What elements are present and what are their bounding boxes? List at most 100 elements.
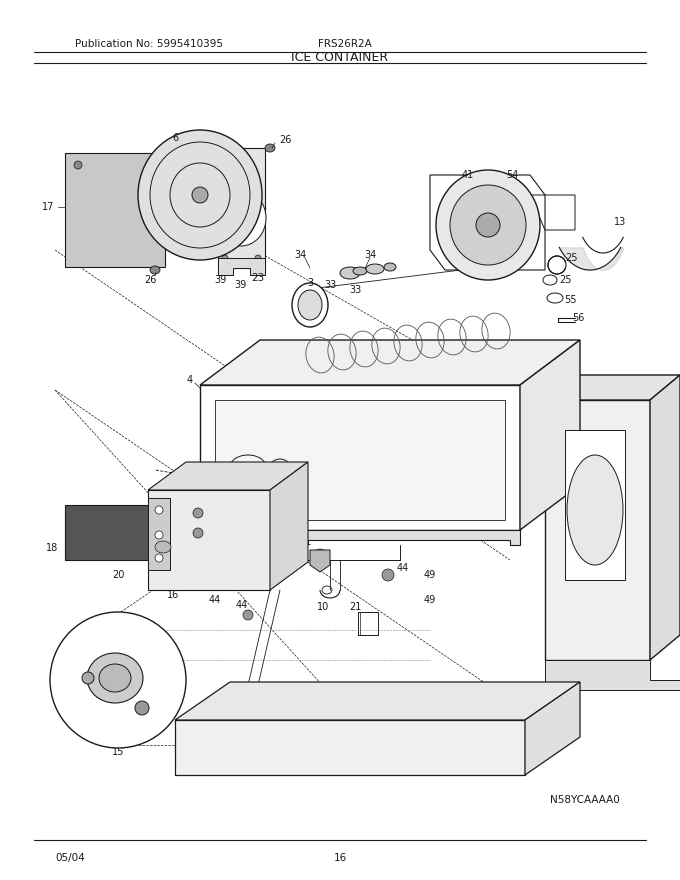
Polygon shape <box>175 682 580 720</box>
Polygon shape <box>200 530 520 545</box>
Text: 44: 44 <box>209 595 221 605</box>
Text: 21: 21 <box>349 602 361 612</box>
Ellipse shape <box>50 612 186 748</box>
Text: 56: 56 <box>572 313 584 323</box>
Text: 16: 16 <box>167 590 179 600</box>
Ellipse shape <box>155 554 163 562</box>
Polygon shape <box>148 498 170 570</box>
Text: 17: 17 <box>41 202 54 212</box>
Ellipse shape <box>82 672 94 684</box>
Text: 2: 2 <box>497 367 503 377</box>
Text: 51: 51 <box>299 537 311 547</box>
Ellipse shape <box>140 177 170 213</box>
Polygon shape <box>520 340 580 530</box>
Ellipse shape <box>87 653 143 703</box>
Text: 33: 33 <box>349 285 361 295</box>
Text: 05/04: 05/04 <box>55 853 85 863</box>
Text: 34: 34 <box>364 250 376 260</box>
Ellipse shape <box>216 190 266 246</box>
Text: 44: 44 <box>219 492 231 502</box>
Ellipse shape <box>243 610 253 620</box>
Text: 4: 4 <box>187 375 193 385</box>
Text: 26: 26 <box>279 135 291 145</box>
Text: 44: 44 <box>354 743 366 753</box>
Text: 44: 44 <box>397 563 409 573</box>
Ellipse shape <box>340 267 360 279</box>
Polygon shape <box>65 505 148 560</box>
Text: 20: 20 <box>112 570 124 580</box>
Polygon shape <box>565 430 625 580</box>
Polygon shape <box>545 375 680 400</box>
Polygon shape <box>310 550 330 572</box>
Ellipse shape <box>222 255 228 261</box>
Ellipse shape <box>382 569 394 581</box>
Ellipse shape <box>476 213 500 237</box>
Polygon shape <box>545 660 680 690</box>
Text: 3: 3 <box>307 278 313 288</box>
Ellipse shape <box>150 266 160 274</box>
Ellipse shape <box>384 263 396 271</box>
Polygon shape <box>200 385 520 530</box>
Text: 7: 7 <box>637 650 643 660</box>
Text: 44: 44 <box>244 697 256 707</box>
Text: 13: 13 <box>614 217 626 227</box>
Polygon shape <box>175 720 525 775</box>
Ellipse shape <box>436 170 540 280</box>
Text: 16: 16 <box>333 853 347 863</box>
Text: ICE CONTAINER: ICE CONTAINER <box>292 50 388 63</box>
Text: Publication No: 5995410395: Publication No: 5995410395 <box>75 39 223 49</box>
Text: 34: 34 <box>294 250 306 260</box>
Text: 26: 26 <box>143 275 156 285</box>
Text: 49: 49 <box>424 595 436 605</box>
Polygon shape <box>545 400 650 660</box>
Text: 18: 18 <box>46 543 58 553</box>
Text: 33: 33 <box>324 280 336 290</box>
Polygon shape <box>215 400 505 520</box>
Ellipse shape <box>225 731 235 739</box>
Ellipse shape <box>567 455 623 565</box>
Text: 10: 10 <box>317 602 329 612</box>
Ellipse shape <box>74 161 82 169</box>
Text: 57: 57 <box>653 455 666 465</box>
Ellipse shape <box>240 706 250 714</box>
Ellipse shape <box>99 664 131 692</box>
Ellipse shape <box>135 701 149 715</box>
Ellipse shape <box>155 531 163 539</box>
Text: 39: 39 <box>214 275 226 285</box>
Text: 6: 6 <box>172 133 178 143</box>
Text: 55: 55 <box>564 295 576 305</box>
Ellipse shape <box>193 508 203 518</box>
Ellipse shape <box>155 541 171 553</box>
Polygon shape <box>218 258 265 275</box>
Ellipse shape <box>265 144 275 152</box>
Ellipse shape <box>155 506 163 514</box>
Ellipse shape <box>450 185 526 265</box>
Polygon shape <box>270 462 308 590</box>
Polygon shape <box>65 153 165 267</box>
Text: 15: 15 <box>112 747 124 757</box>
Ellipse shape <box>192 187 208 203</box>
Polygon shape <box>200 385 215 530</box>
Ellipse shape <box>138 130 262 260</box>
Ellipse shape <box>366 264 384 274</box>
Ellipse shape <box>193 528 203 538</box>
Text: 44: 44 <box>231 723 243 733</box>
Text: 26: 26 <box>388 450 401 460</box>
Polygon shape <box>218 148 265 268</box>
Text: 44: 44 <box>219 522 231 532</box>
Text: 25: 25 <box>566 253 578 263</box>
Ellipse shape <box>314 549 326 557</box>
Polygon shape <box>148 490 270 590</box>
Text: 23: 23 <box>252 273 265 283</box>
Text: FRS26R2A: FRS26R2A <box>318 39 372 49</box>
Ellipse shape <box>353 267 367 275</box>
Polygon shape <box>200 340 580 385</box>
Ellipse shape <box>255 255 261 261</box>
Polygon shape <box>148 462 308 490</box>
Text: 44: 44 <box>236 600 248 610</box>
Ellipse shape <box>345 741 355 749</box>
Text: 41: 41 <box>462 170 474 180</box>
Ellipse shape <box>298 290 322 320</box>
Polygon shape <box>650 375 680 660</box>
Text: 39: 39 <box>234 280 246 290</box>
